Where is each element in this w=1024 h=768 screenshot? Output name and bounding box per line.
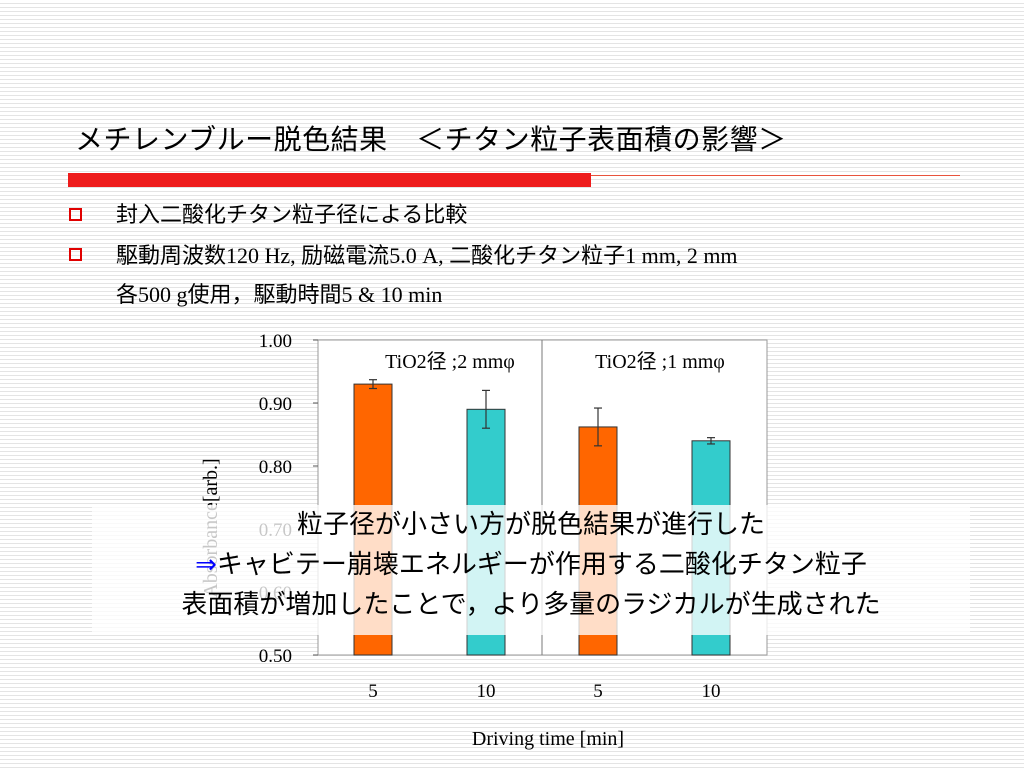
conclusion-text: キャビテー崩壊エネルギーが作用する二酸化チタン粒子 [216, 550, 867, 580]
group-label: TiO2径 ;1 mmφ [595, 350, 725, 373]
bullet-list: 封入二酸化チタン粒子径による比較 駆動周波数120 Hz, 励磁電流5.0 A,… [66, 196, 966, 314]
y-tick-label: 0.80 [259, 457, 292, 478]
y-tick-label: 1.00 [259, 331, 292, 352]
bullet-text-part: 5 & 10 min [341, 282, 443, 307]
conclusion-line: 粒子径が小さい方が脱色結果が進行した [296, 510, 765, 540]
bullet-item: 駆動周波数120 Hz, 励磁電流5.0 A, 二酸化チタン粒子1 mm, 2 … [66, 236, 966, 314]
bullet-box-icon [69, 248, 82, 261]
group-label: TiO2径 ;2 mmφ [385, 350, 515, 373]
x-tick-label: 10 [477, 681, 496, 702]
x-axis-title: Driving time [min] [472, 728, 624, 750]
bullet-box-icon [69, 208, 82, 221]
bullet-text-part: 使用，駆動時間 [187, 283, 342, 308]
slide-title: メチレンブルー脱色結果 ＜チタン粒子表面積の影響＞ [75, 123, 787, 156]
bullet-text-part: 120 Hz, [226, 243, 302, 268]
x-tick-label: 5 [593, 681, 603, 702]
conclusion-callout: 粒子径が小さい方が脱色結果が進行した ⇒キャビテー崩壊エネルギーが作用する二酸化… [92, 505, 970, 635]
x-tick-label: 10 [702, 681, 721, 702]
title-accent-bar [68, 173, 591, 187]
bullet-text-part: 二酸化チタン粒子 [449, 244, 626, 269]
bullet-text-part: 1 mm, 2 mm [625, 243, 738, 268]
bullet-text-part: 500 g [138, 282, 188, 307]
x-tick-label: 5 [368, 681, 378, 702]
bullet-item: 封入二酸化チタン粒子径による比較 [66, 196, 966, 236]
bullet-text-part: 励磁電流 [301, 244, 390, 269]
bullet-text-part: 駆動周波数 [116, 244, 227, 269]
bullet-text-part: 5.0 A, [389, 243, 450, 268]
y-tick-label: 0.50 [259, 646, 292, 667]
bullet-text: 封入二酸化チタン粒子径による比較 [116, 203, 468, 228]
y-tick-label: 0.90 [259, 394, 292, 415]
implies-arrow-icon: ⇒ [195, 550, 217, 580]
bullet-continuation: 各500 g使用，駆動時間5 & 10 min [116, 277, 966, 314]
conclusion-line: 表面積が増加したことで，より多量のラジカルが生成された [181, 590, 881, 620]
bullet-text-part: 各 [116, 283, 139, 308]
conclusion-line: ⇒キャビテー崩壊エネルギーが作用する二酸化チタン粒子 [92, 545, 970, 585]
